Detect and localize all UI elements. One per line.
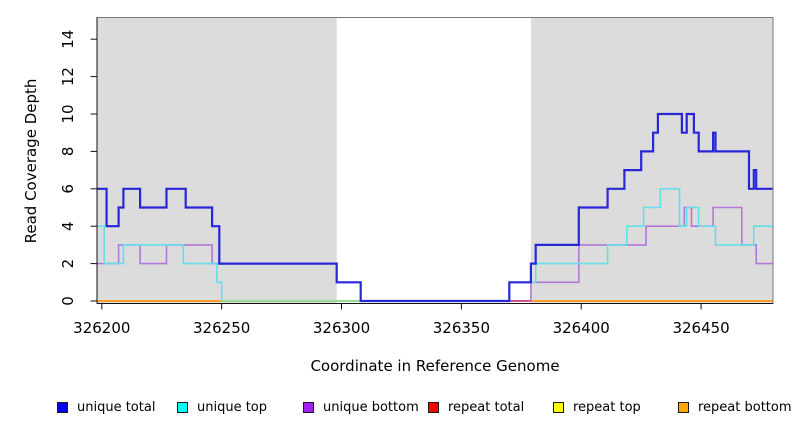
unique-top-line — [97, 188, 773, 302]
legend-label-unique-total: unique total — [77, 399, 156, 415]
legend-item-unique-bottom: unique bottom — [303, 399, 419, 415]
x-tick-label-326450: 326450 — [672, 319, 729, 337]
x-axis-title: Coordinate in Reference Genome — [310, 357, 560, 375]
legend-item-repeat-bottom: repeat bottom — [678, 399, 792, 415]
y-tick-label-2: 2 — [59, 259, 77, 269]
x-tick-label-326300: 326300 — [313, 319, 370, 337]
y-tick-label-8: 8 — [59, 147, 77, 157]
legend-label-repeat-bottom: repeat bottom — [698, 399, 792, 415]
y-tick-label-6: 6 — [59, 184, 77, 194]
legend-item-unique-top: unique top — [177, 399, 267, 415]
y-axis-title: Read Coverage Depth — [22, 78, 40, 244]
y-tick-label-10: 10 — [59, 104, 77, 123]
shaded-region-2 — [530, 17, 773, 304]
shaded-region-1 — [97, 17, 337, 304]
legend-label-unique-top: unique top — [197, 399, 268, 415]
legend: unique total unique top unique bottom repea… — [0, 399, 792, 421]
y-tick-label-14: 14 — [59, 30, 77, 49]
legend-label-unique-bottom: unique bottom — [323, 399, 419, 415]
legend-label-repeat-top: repeat top — [573, 399, 641, 415]
legend-swatch-repeat-total — [428, 401, 439, 413]
x-tick-label-326350: 326350 — [433, 319, 490, 337]
legend-item-repeat-top: repeat top — [553, 399, 641, 415]
legend-swatch-repeat-bottom — [678, 401, 689, 413]
legend-swatch-unique-bottom — [303, 401, 314, 413]
legend-swatch-unique-top — [177, 401, 188, 413]
legend-swatch-repeat-top — [553, 401, 564, 413]
unique-bottom-line — [97, 206, 773, 302]
legend-label-repeat-total: repeat total — [448, 399, 525, 415]
unique-total-line — [97, 112, 773, 303]
y-tick-label-0: 0 — [59, 296, 77, 306]
x-tick-label-326400: 326400 — [553, 319, 610, 337]
y-tick-label-12: 12 — [59, 67, 77, 86]
y-tick-label-4: 4 — [59, 221, 77, 231]
legend-item-unique-total: unique total — [57, 399, 155, 415]
legend-swatch-unique-total — [57, 401, 68, 413]
legend-item-repeat-total: repeat total — [428, 399, 524, 415]
x-tick-label-326200: 326200 — [73, 319, 130, 337]
x-tick-label-326250: 326250 — [193, 319, 250, 337]
